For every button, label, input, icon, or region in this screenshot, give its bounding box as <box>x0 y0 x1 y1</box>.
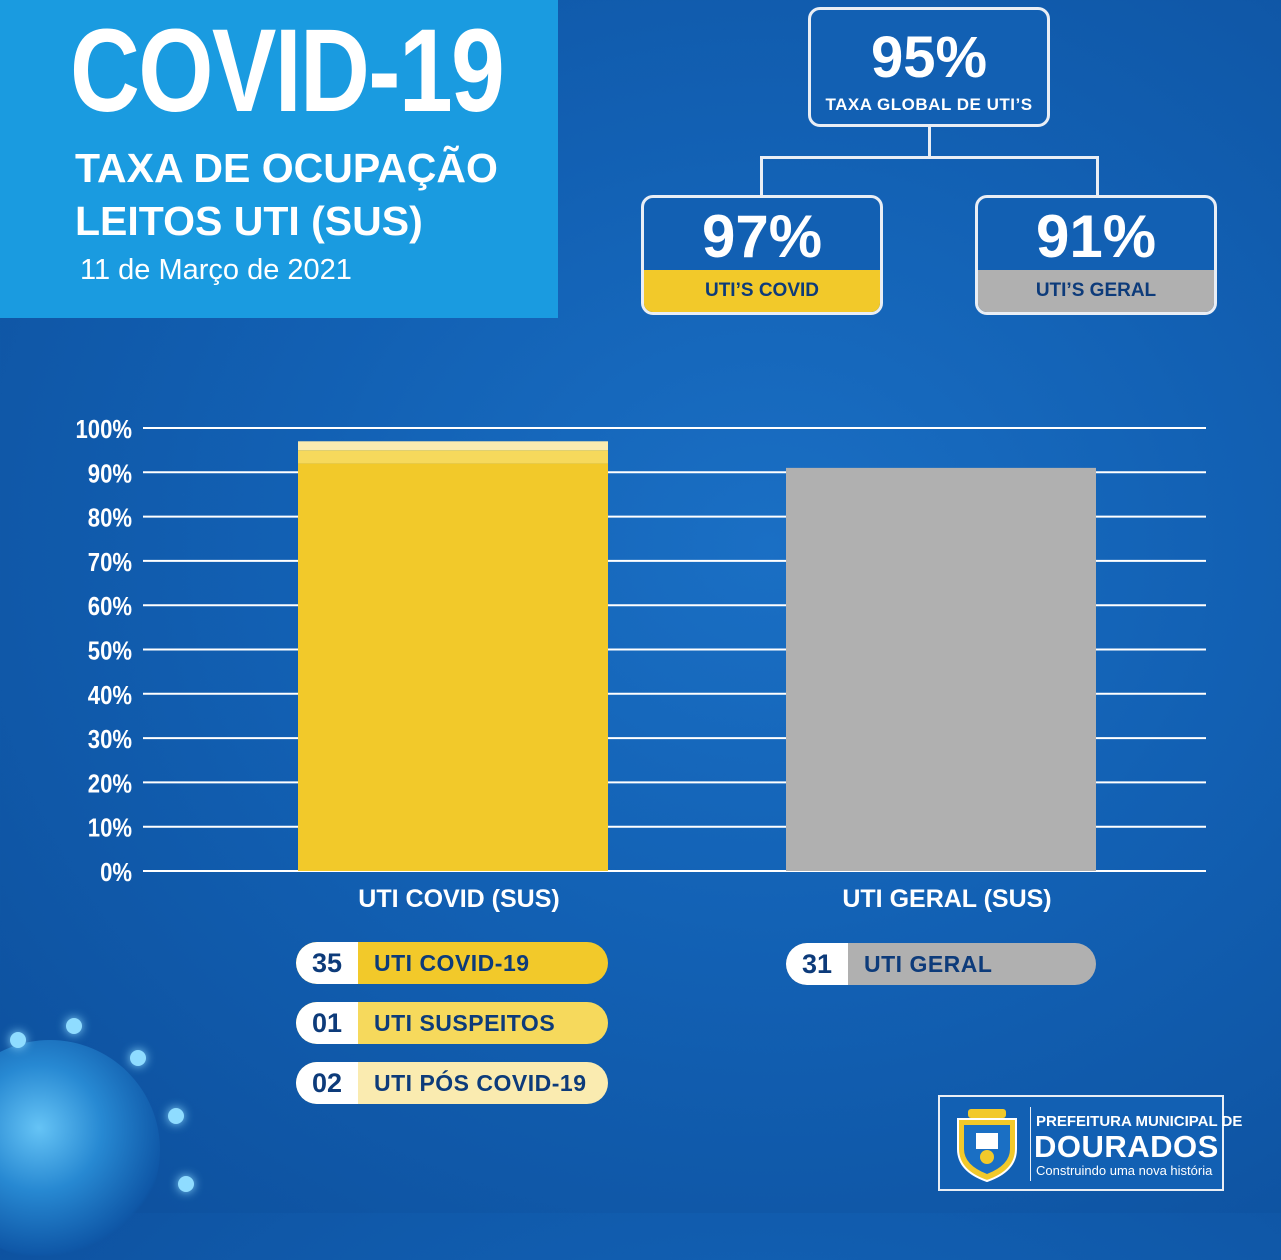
date-label: 11 de Março de 2021 <box>80 254 352 286</box>
count-label: UTI COVID-19 <box>374 949 530 976</box>
logo-line1: PREFEITURA MUNICIPAL DE <box>1036 1113 1243 1130</box>
y-tick-label: 10% <box>88 814 132 843</box>
virus-illustration <box>0 1040 160 1260</box>
category-label-covid: UTI COVID (SUS) <box>358 885 560 913</box>
connector-horizontal <box>760 156 1099 159</box>
subtitle-line2: LEITOS UTI (SUS) <box>75 198 423 244</box>
subtitle-line1: TAXA DE OCUPAÇÃO <box>75 145 498 191</box>
y-tick-label: 50% <box>88 637 132 666</box>
count-label: UTI GERAL <box>864 950 993 977</box>
y-tick-label: 90% <box>88 460 132 489</box>
count-pill-suspeitos: 01 UTI SUSPEITOS <box>296 1002 608 1044</box>
y-tick-label: 20% <box>88 770 132 799</box>
count-number: 35 <box>296 942 358 984</box>
count-label: UTI SUSPEITOS <box>374 1009 556 1036</box>
logo-line3: Construindo uma nova história <box>1036 1163 1213 1178</box>
covid-rate-label: UTI’S COVID <box>644 270 880 312</box>
page-title: COVID-19 <box>70 5 505 137</box>
y-tick-label: 70% <box>88 548 132 577</box>
count-label: UTI PÓS COVID-19 <box>374 1069 587 1096</box>
logo-line2: DOURADOS <box>1034 1129 1219 1164</box>
prefeitura-logo: PREFEITURA MUNICIPAL DE DOURADOS Constru… <box>938 1095 1242 1191</box>
virus-spike <box>168 1108 184 1124</box>
y-tick-label: 60% <box>88 593 132 622</box>
count-number: 31 <box>786 943 848 985</box>
connector-vertical <box>928 127 931 158</box>
y-tick-label: 80% <box>88 504 132 533</box>
count-pill-covid19: 35 UTI COVID-19 <box>296 942 608 984</box>
dourados-seal-icon <box>957 1109 1017 1183</box>
bar-uti-geral <box>786 467 1096 871</box>
connector-left <box>760 156 763 196</box>
covid-rate-box: 97% UTI’S COVID <box>641 195 883 315</box>
y-tick-label: 0% <box>100 858 132 887</box>
global-rate-label: TAXA GLOBAL DE UTI’S <box>825 95 1033 114</box>
geral-rate-label: UTI’S GERAL <box>978 270 1214 312</box>
y-tick-label: 30% <box>88 725 132 754</box>
y-tick-label: 100% <box>76 415 132 444</box>
title-panel: COVID-19 TAXA DE OCUPAÇÃO LEITOS UTI (SU… <box>0 0 558 318</box>
bar-segment-uti-p-s-covid-19 <box>298 441 608 451</box>
global-rate-box: 95% TAXA GLOBAL DE UTI’S <box>808 7 1050 127</box>
y-tick-label: 40% <box>88 681 132 710</box>
virus-spike <box>10 1032 26 1048</box>
bar-chart: 0% 10% 20% 30% 40% 50% 60% 70% 80% 90% 100% <box>76 415 1206 887</box>
geral-rate-box: 91% UTI’S GERAL <box>975 195 1217 315</box>
bar-segment-uti-suspeitos <box>298 450 608 464</box>
virus-spike <box>178 1176 194 1192</box>
count-number: 01 <box>296 1002 358 1044</box>
count-pill-geral: 31 UTI GERAL <box>786 943 1096 985</box>
virus-spike <box>66 1018 82 1034</box>
logo-divider <box>1030 1107 1031 1181</box>
count-pill-pos-covid: 02 UTI PÓS COVID-19 <box>296 1062 608 1104</box>
bar-segment-uti-covid-19 <box>298 463 608 871</box>
count-number: 02 <box>296 1062 358 1104</box>
connector-right <box>1096 156 1099 196</box>
covid-rate-value: 97% <box>701 203 823 270</box>
global-rate-value: 95% <box>870 25 988 90</box>
virus-spike <box>130 1050 146 1066</box>
geral-rate-value: 91% <box>1035 203 1157 270</box>
category-label-geral: UTI GERAL (SUS) <box>842 885 1052 913</box>
